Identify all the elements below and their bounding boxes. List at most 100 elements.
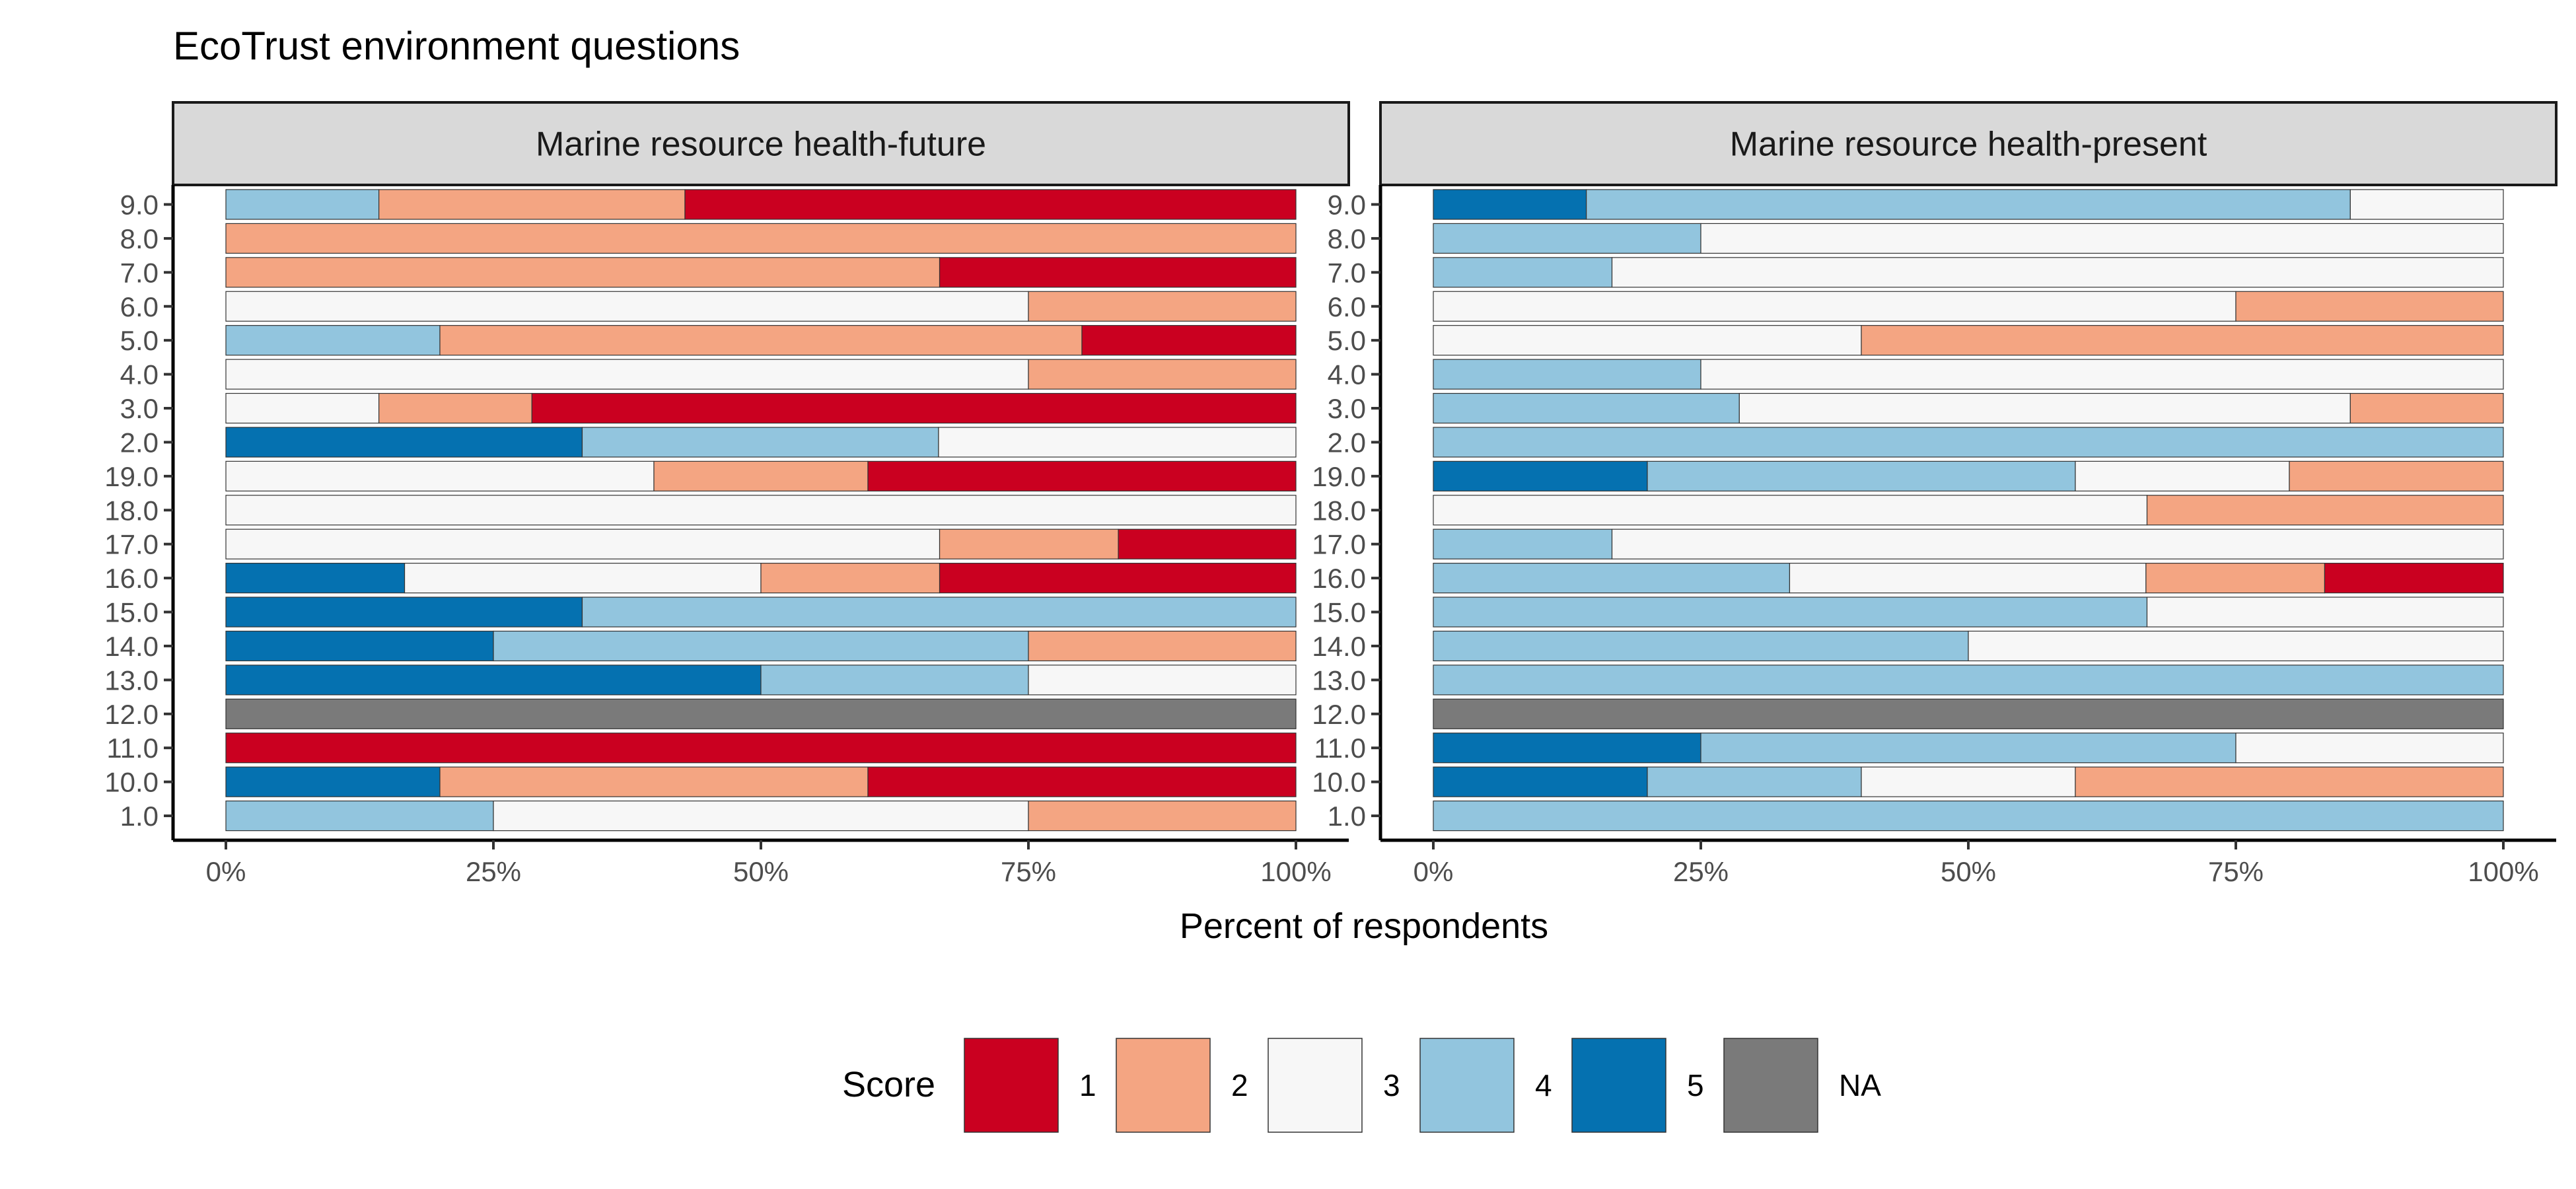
y-tick-label: 18.0 bbox=[104, 495, 159, 526]
bar-segment-score-4 bbox=[760, 665, 1029, 696]
bar-segment-score-1 bbox=[225, 733, 1297, 764]
legend-item-1: 1 bbox=[964, 1038, 1096, 1133]
legend-key bbox=[1116, 1038, 1211, 1133]
legend-key bbox=[964, 1038, 1059, 1133]
bar-segment-score-NA bbox=[1433, 698, 2504, 729]
bar-segment-score-3 bbox=[1789, 563, 2147, 594]
y-tick-label: 18.0 bbox=[1312, 495, 1366, 526]
legend: Score 1 2 3 4 5 NA bbox=[842, 1038, 1881, 1133]
bar-segment-score-3 bbox=[404, 563, 762, 594]
chart-title: EcoTrust environment questions bbox=[173, 24, 740, 68]
y-tick-label: 16.0 bbox=[1312, 563, 1366, 594]
y-tick-label: 19.0 bbox=[104, 461, 159, 492]
legend-label: NA bbox=[1839, 1068, 1881, 1102]
bar-segment-score-5 bbox=[1433, 189, 1587, 220]
bar-9.0 bbox=[1433, 189, 2504, 220]
bar-segment-score-2 bbox=[225, 223, 1297, 254]
bar-14.0 bbox=[225, 630, 1297, 662]
y-tick-label: 11.0 bbox=[1314, 733, 1366, 764]
x-tick-label: 50% bbox=[733, 856, 789, 887]
y-tick-label: 14.0 bbox=[104, 631, 159, 662]
bar-17.0 bbox=[225, 528, 1297, 559]
x-axis-title: Percent of respondents bbox=[1180, 906, 1548, 946]
bar-3.0 bbox=[225, 392, 1297, 424]
bar-segment-score-4 bbox=[581, 427, 939, 458]
bar-segment-score-2 bbox=[760, 563, 941, 594]
bar-segment-score-2 bbox=[1861, 325, 2504, 356]
y-tick-label: 15.0 bbox=[1312, 597, 1366, 628]
y-tick-label: 2.0 bbox=[1328, 427, 1366, 458]
bar-segment-score-5 bbox=[225, 427, 583, 458]
panel-1: Marine resource health-future 9.08.07.06.… bbox=[104, 101, 1350, 887]
legend-item-3: 3 bbox=[1268, 1038, 1400, 1133]
bar-19.0 bbox=[1433, 460, 2504, 491]
y-tick-label: 7.0 bbox=[120, 257, 159, 288]
bar-segment-score-4 bbox=[225, 800, 494, 832]
bar-8.0 bbox=[1433, 223, 2504, 254]
bar-16.0 bbox=[225, 563, 1297, 594]
y-tick-label: 5.0 bbox=[1328, 325, 1366, 356]
bar-segment-score-4 bbox=[1433, 563, 1791, 594]
bar-8.0 bbox=[225, 223, 1297, 254]
bar-segment-score-2 bbox=[2146, 495, 2504, 526]
bar-13.0 bbox=[225, 665, 1297, 696]
bar-segment-score-1 bbox=[684, 189, 1297, 220]
x-tick-label: 100% bbox=[1260, 856, 1331, 887]
bar-segment-score-4 bbox=[225, 189, 380, 220]
bar-segment-score-4 bbox=[1433, 359, 1701, 390]
bar-segment-score-2 bbox=[939, 528, 1119, 559]
y-tick-label: 7.0 bbox=[1328, 257, 1366, 288]
bar-6.0 bbox=[1433, 291, 2504, 322]
x-tick-label: 25% bbox=[1673, 856, 1729, 887]
legend-item-NA: NA bbox=[1723, 1038, 1881, 1133]
bar-segment-score-4 bbox=[581, 596, 1297, 628]
bar-1.0 bbox=[1433, 800, 2504, 832]
y-tick-label: 8.0 bbox=[1328, 223, 1366, 254]
bar-1.0 bbox=[225, 800, 1297, 832]
bar-segment-score-2 bbox=[2349, 392, 2504, 424]
bar-segment-score-3 bbox=[1433, 291, 2236, 322]
bar-segment-score-4 bbox=[493, 630, 1029, 662]
y-tick-label: 6.0 bbox=[1328, 291, 1366, 322]
bar-segment-score-5 bbox=[225, 563, 406, 594]
bar-segment-score-1 bbox=[2324, 563, 2504, 594]
bar-16.0 bbox=[1433, 563, 2504, 594]
y-tick-label: 12.0 bbox=[1312, 699, 1366, 730]
y-tick-label: 16.0 bbox=[104, 563, 159, 594]
bar-segment-score-3 bbox=[1968, 630, 2504, 662]
bar-segment-score-3 bbox=[1611, 528, 2504, 559]
y-tick-label: 13.0 bbox=[1312, 665, 1366, 696]
bar-11.0 bbox=[1433, 733, 2504, 764]
bar-segment-score-4 bbox=[1433, 630, 1969, 662]
bar-2.0 bbox=[225, 427, 1297, 458]
x-tick-label: 75% bbox=[1001, 856, 1056, 887]
legend-label: 1 bbox=[1079, 1068, 1096, 1102]
bar-5.0 bbox=[225, 325, 1297, 356]
bar-3.0 bbox=[1433, 392, 2504, 424]
legend-key bbox=[1571, 1038, 1666, 1133]
bar-segment-score-3 bbox=[225, 495, 1297, 526]
x-tick-label: 100% bbox=[2468, 856, 2538, 887]
bar-segment-score-4 bbox=[1433, 596, 2148, 628]
bar-segment-score-3 bbox=[2349, 189, 2504, 220]
y-tick-label: 4.0 bbox=[1328, 359, 1366, 390]
panel-strip bbox=[172, 101, 1350, 186]
panel-strip-label: Marine resource health-present bbox=[1730, 126, 2207, 164]
y-tick-label: 17.0 bbox=[104, 529, 159, 560]
panel-strip bbox=[1379, 101, 2558, 186]
bar-4.0 bbox=[1433, 359, 2504, 390]
bar-segment-score-2 bbox=[439, 325, 1083, 356]
bar-segment-score-5 bbox=[225, 596, 583, 628]
bar-segment-score-4 bbox=[1433, 665, 2504, 696]
bar-segment-score-4 bbox=[225, 325, 441, 356]
bar-segment-score-2 bbox=[1028, 291, 1297, 322]
bar-segment-score-1 bbox=[1081, 325, 1297, 356]
bar-segment-score-4 bbox=[1433, 257, 1613, 288]
y-tick-label: 9.0 bbox=[1328, 190, 1366, 221]
legend-item-4: 4 bbox=[1419, 1038, 1552, 1133]
y-tick-label: 15.0 bbox=[104, 597, 159, 628]
y-tick-label: 13.0 bbox=[104, 665, 159, 696]
bar-11.0 bbox=[225, 733, 1297, 764]
bar-segment-score-1 bbox=[939, 257, 1297, 288]
bar-segment-score-4 bbox=[1700, 733, 2236, 764]
